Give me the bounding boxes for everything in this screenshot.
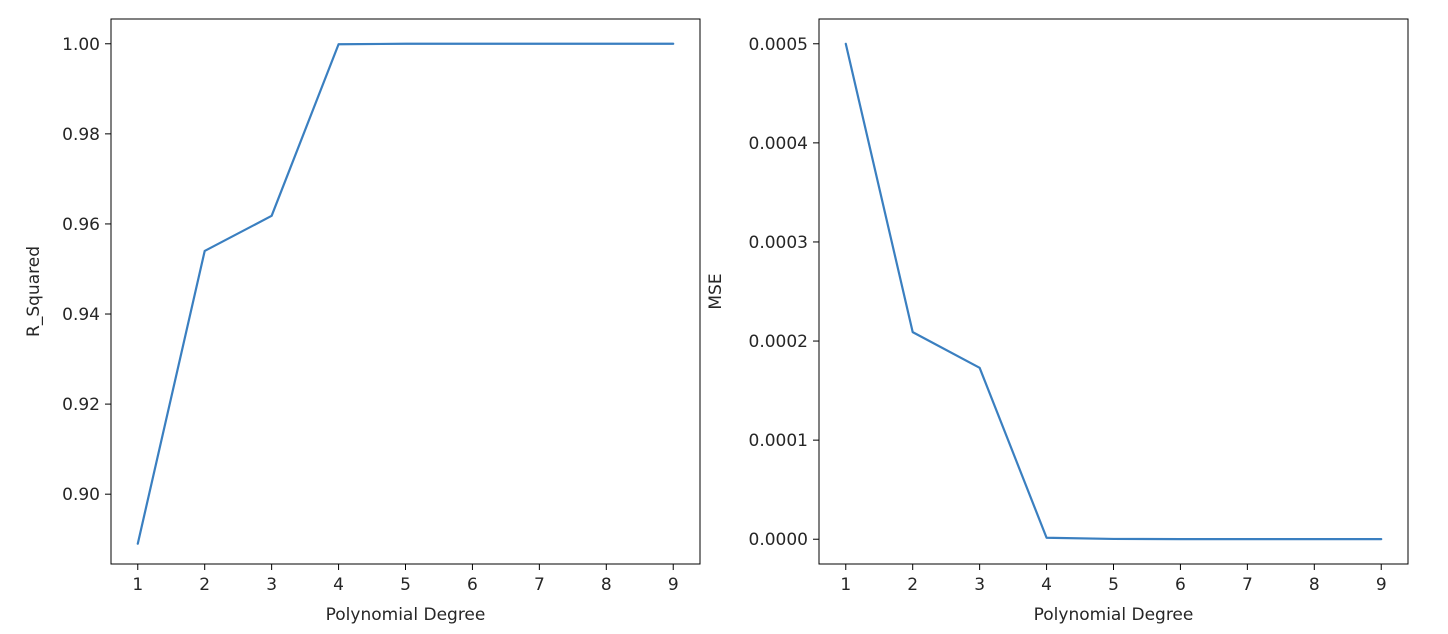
r-squared-x-tick-label: 2 — [199, 575, 210, 595]
mse-x-tick-label: 7 — [1242, 575, 1253, 595]
mse-x-tick-label: 1 — [840, 575, 851, 595]
mse-y-tick-label: 0.0002 — [749, 332, 808, 352]
mse-y-tick-label: 0.0004 — [749, 134, 808, 154]
mse-axes-frame — [818, 18, 1409, 565]
r-squared-x-tick-label: 5 — [400, 575, 411, 595]
mse-x-tick-label: 5 — [1108, 575, 1119, 595]
r-squared-y-tick-label: 0.90 — [62, 485, 100, 505]
mse-x-tick-label: 9 — [1376, 575, 1387, 595]
mse-x-tick-label: 6 — [1175, 575, 1186, 595]
mse-x-tick-label: 8 — [1309, 575, 1320, 595]
r-squared-y-axis-label: R_Squared — [24, 246, 44, 337]
r-squared-y-tick-label: 0.92 — [62, 395, 100, 415]
r-squared-y-tick-label: 0.98 — [62, 125, 100, 145]
mse-y-tick-label: 0.0001 — [749, 431, 808, 451]
mse-y-tick-label: 0.0003 — [749, 233, 808, 253]
mse-x-axis-label: Polynomial Degree — [1034, 605, 1194, 625]
mse-y-tick-label: 0.0005 — [749, 35, 808, 55]
r-squared-y-tick-label: 0.96 — [62, 215, 100, 235]
r-squared-series-line — [136, 42, 675, 545]
mse-y-axis-label: MSE — [706, 273, 726, 309]
mse-x-tick-label: 3 — [974, 575, 985, 595]
r-squared-y-tick-label: 1.00 — [62, 35, 100, 55]
r-squared-axes-frame — [110, 18, 701, 565]
mse-x-tick-label: 4 — [1041, 575, 1052, 595]
r-squared-x-tick-label: 9 — [668, 575, 679, 595]
mse-y-tick-label: 0.0000 — [749, 530, 808, 550]
mse-x-tick-label: 2 — [907, 575, 918, 595]
mse-series-line — [844, 42, 1383, 541]
r-squared-x-tick-label: 6 — [467, 575, 478, 595]
r-squared-y-tick-label: 0.94 — [62, 305, 100, 325]
r-squared-x-tick-label: 1 — [132, 575, 143, 595]
r-squared-x-tick-label: 4 — [333, 575, 344, 595]
r-squared-x-tick-label: 7 — [534, 575, 545, 595]
r-squared-x-tick-label: 3 — [266, 575, 277, 595]
r-squared-x-tick-label: 8 — [601, 575, 612, 595]
r-squared-chart: 1 2 3 4 5 6 7 8 9 0.90 0.92 0.94 0.96 0.98 1.00 Polynom… — [24, 18, 701, 625]
r-squared-x-axis-label: Polynomial Degree — [326, 605, 486, 625]
mse-chart: 1 2 3 4 5 6 7 8 9 0.0000 0.0001 0.0002 0.0003 0.0004 0… — [706, 18, 1409, 625]
